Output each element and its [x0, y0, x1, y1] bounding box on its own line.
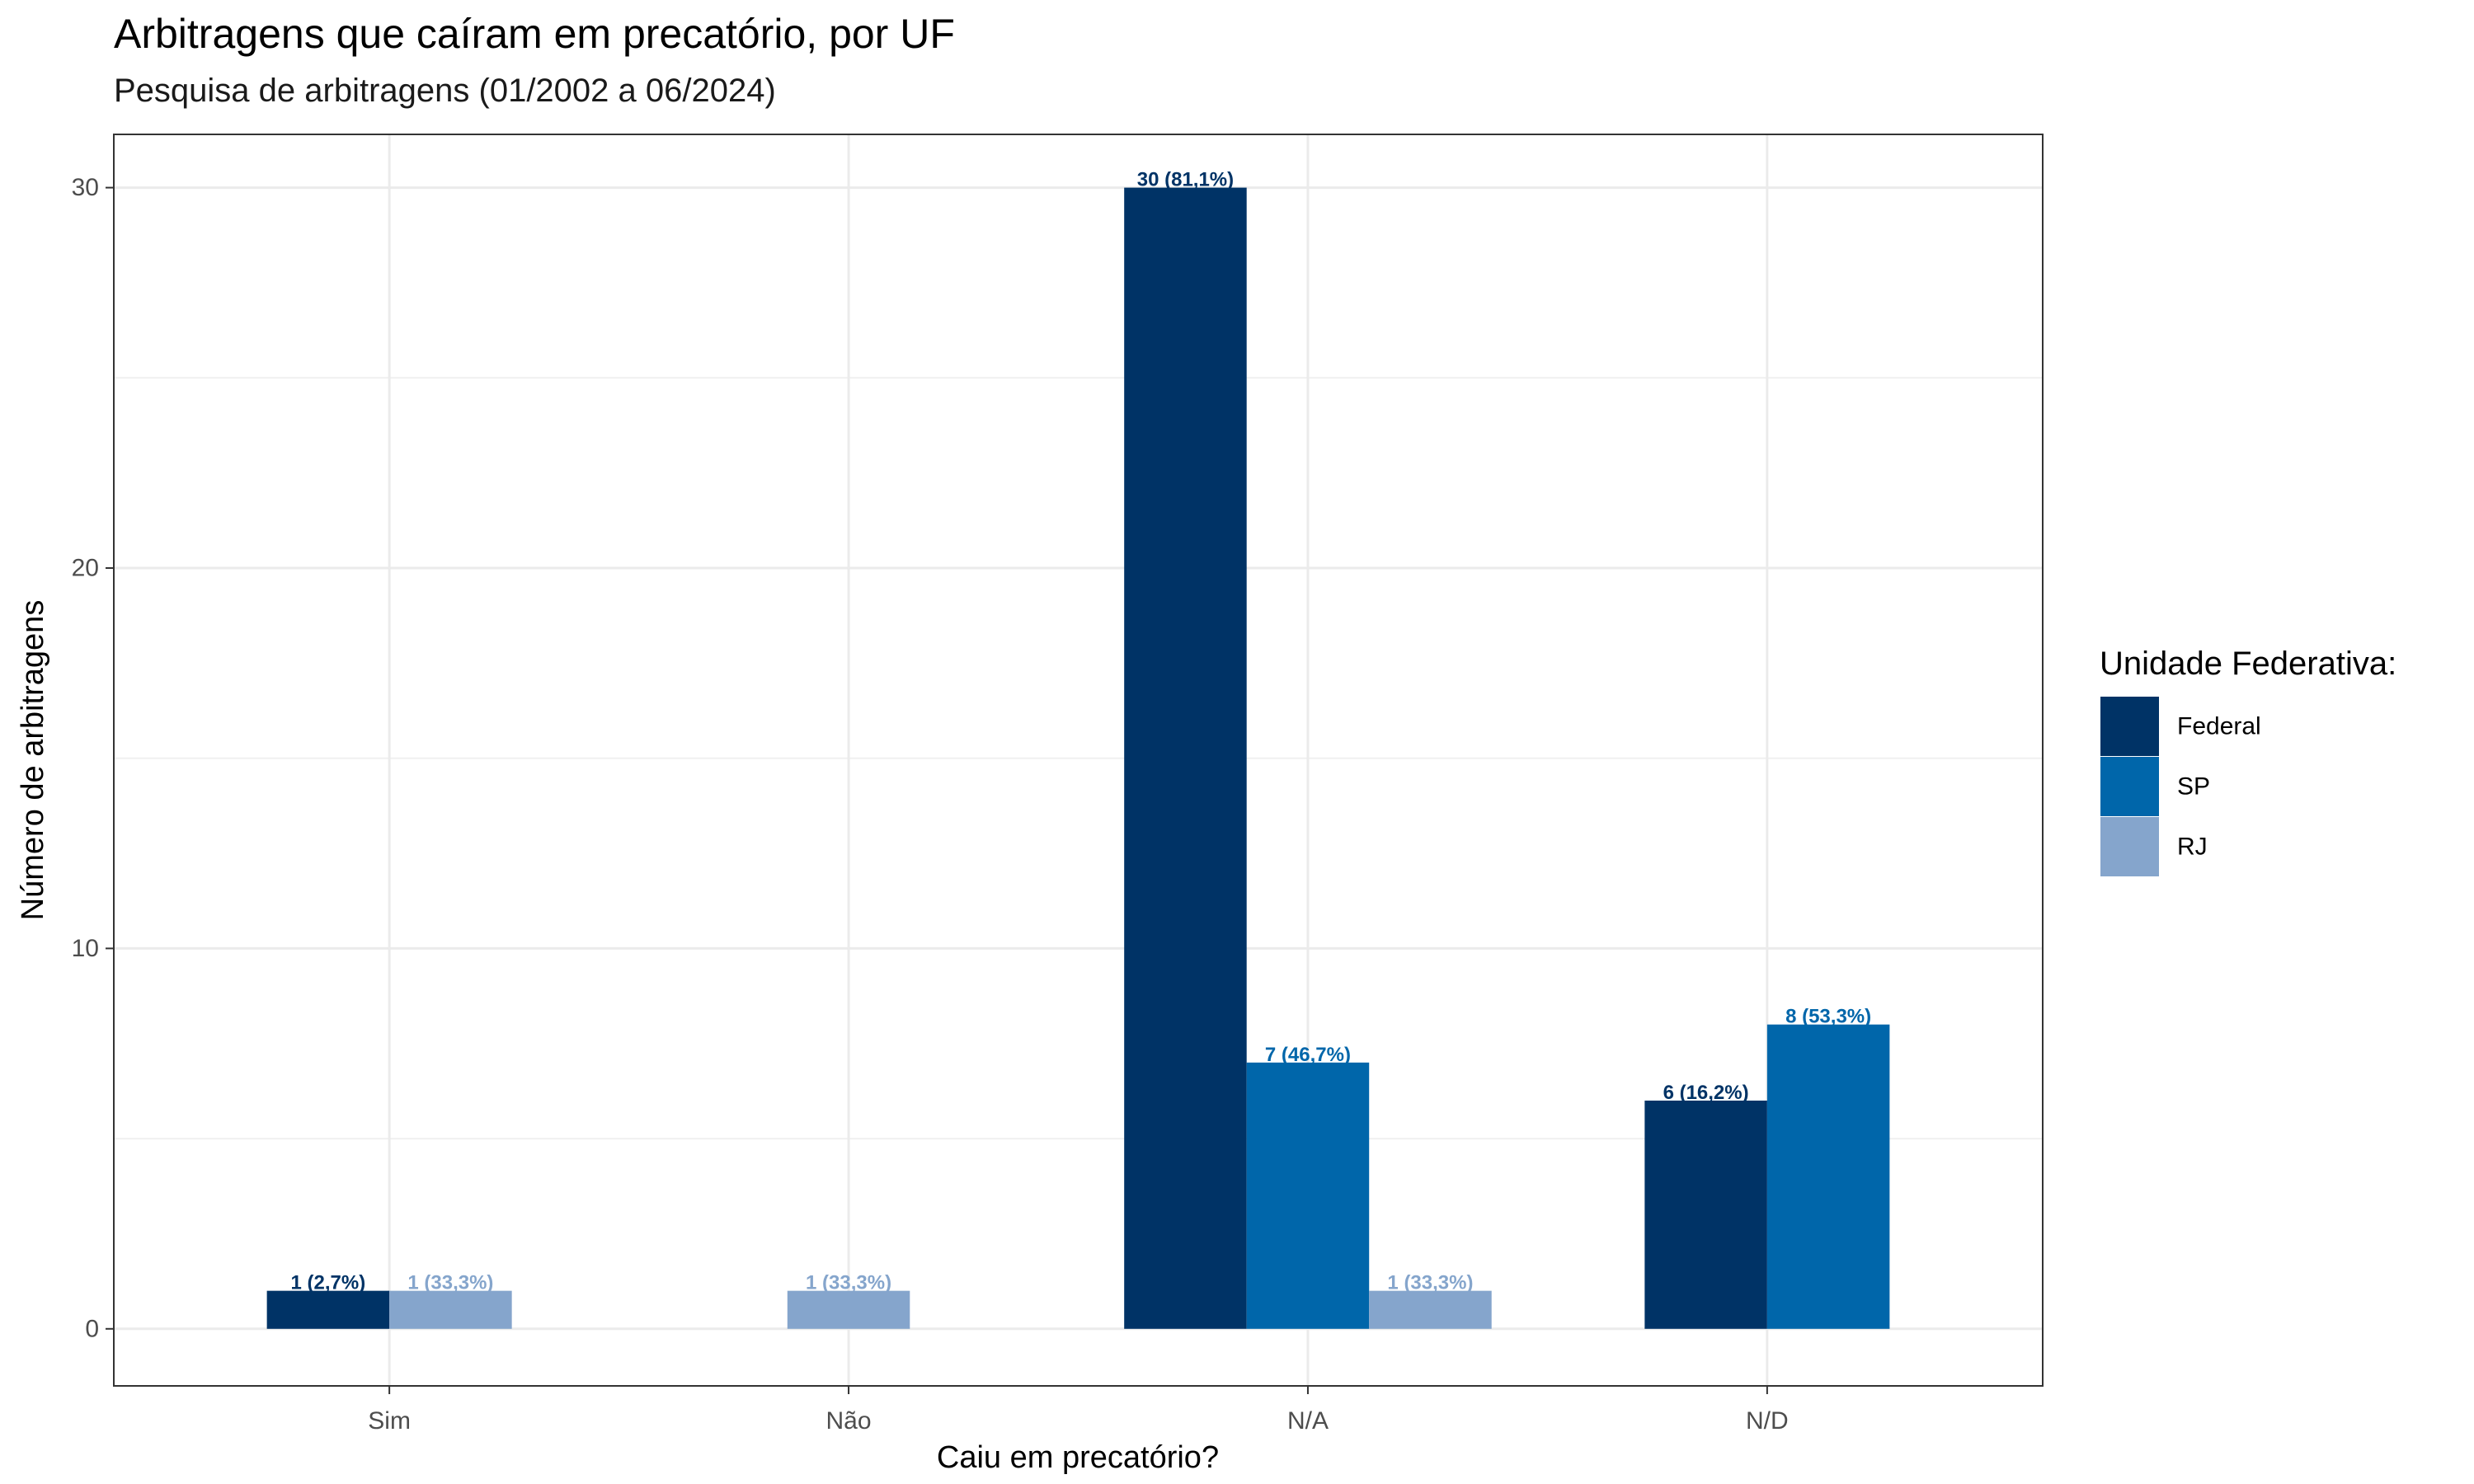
legend: Unidade Federativa: Federal SP RJ [2100, 646, 2396, 876]
bar-labels: 1 (2,7%) 1 (33,3%) 1 (33,3%) 30 (81,1%) 7 (4… [291, 169, 1872, 1294]
bar-federal-0 [266, 1290, 390, 1329]
bar-rj-1 [787, 1290, 910, 1329]
legend-label-rj: RJ [2177, 834, 2208, 861]
bar-label: 1 (33,3%) [407, 1272, 493, 1294]
legend-key-rj [2100, 817, 2159, 876]
plot-panel-border [113, 134, 2044, 1387]
x-axis: Sim Não N/A N/D [368, 1386, 1789, 1435]
x-tick-label: Sim [368, 1407, 411, 1435]
y-tick-label: 30 [72, 174, 99, 201]
x-axis-title: Caiu em precatório? [937, 1440, 1219, 1475]
y-axis: 0 10 20 30 [72, 174, 114, 1342]
bar-label: 7 (46,7%) [1265, 1044, 1351, 1066]
x-tick-label: N/D [1746, 1407, 1789, 1435]
bar-federal-3 [1644, 1100, 1767, 1329]
y-tick-label: 20 [72, 554, 99, 581]
legend-label-federal: Federal [2177, 713, 2261, 740]
bar-label: 8 (53,3%) [1785, 1006, 1871, 1028]
x-tick-label: Não [826, 1407, 872, 1435]
bar-label: 1 (33,3%) [806, 1272, 891, 1294]
bar-label: 1 (33,3%) [1387, 1272, 1473, 1294]
bar-sp-3 [1766, 1024, 1890, 1329]
bar-label: 30 (81,1%) [1137, 169, 1234, 191]
bars [266, 187, 1890, 1329]
x-tick-label: N/A [1287, 1407, 1329, 1435]
legend-label-sp: SP [2177, 773, 2210, 801]
bar-rj-0 [389, 1290, 512, 1329]
chart-title: Arbitragens que caíram em precatório, po… [114, 11, 955, 57]
bar-label: 6 (16,2%) [1663, 1082, 1749, 1104]
legend-key-sp [2100, 757, 2159, 816]
bar-rj-2 [1369, 1290, 1492, 1329]
chart-subtitle: Pesquisa de arbitragens (01/2002 a 06/20… [114, 73, 776, 109]
y-axis-title: Número de arbitragens [16, 600, 50, 921]
bar-label: 1 (2,7%) [291, 1272, 366, 1294]
y-tick-label: 10 [72, 935, 99, 962]
bar-federal-2 [1124, 187, 1247, 1329]
y-tick-label: 0 [85, 1315, 99, 1342]
bar-sp-2 [1246, 1062, 1370, 1329]
legend-title: Unidade Federativa: [2100, 646, 2396, 682]
legend-key-federal [2100, 697, 2159, 756]
